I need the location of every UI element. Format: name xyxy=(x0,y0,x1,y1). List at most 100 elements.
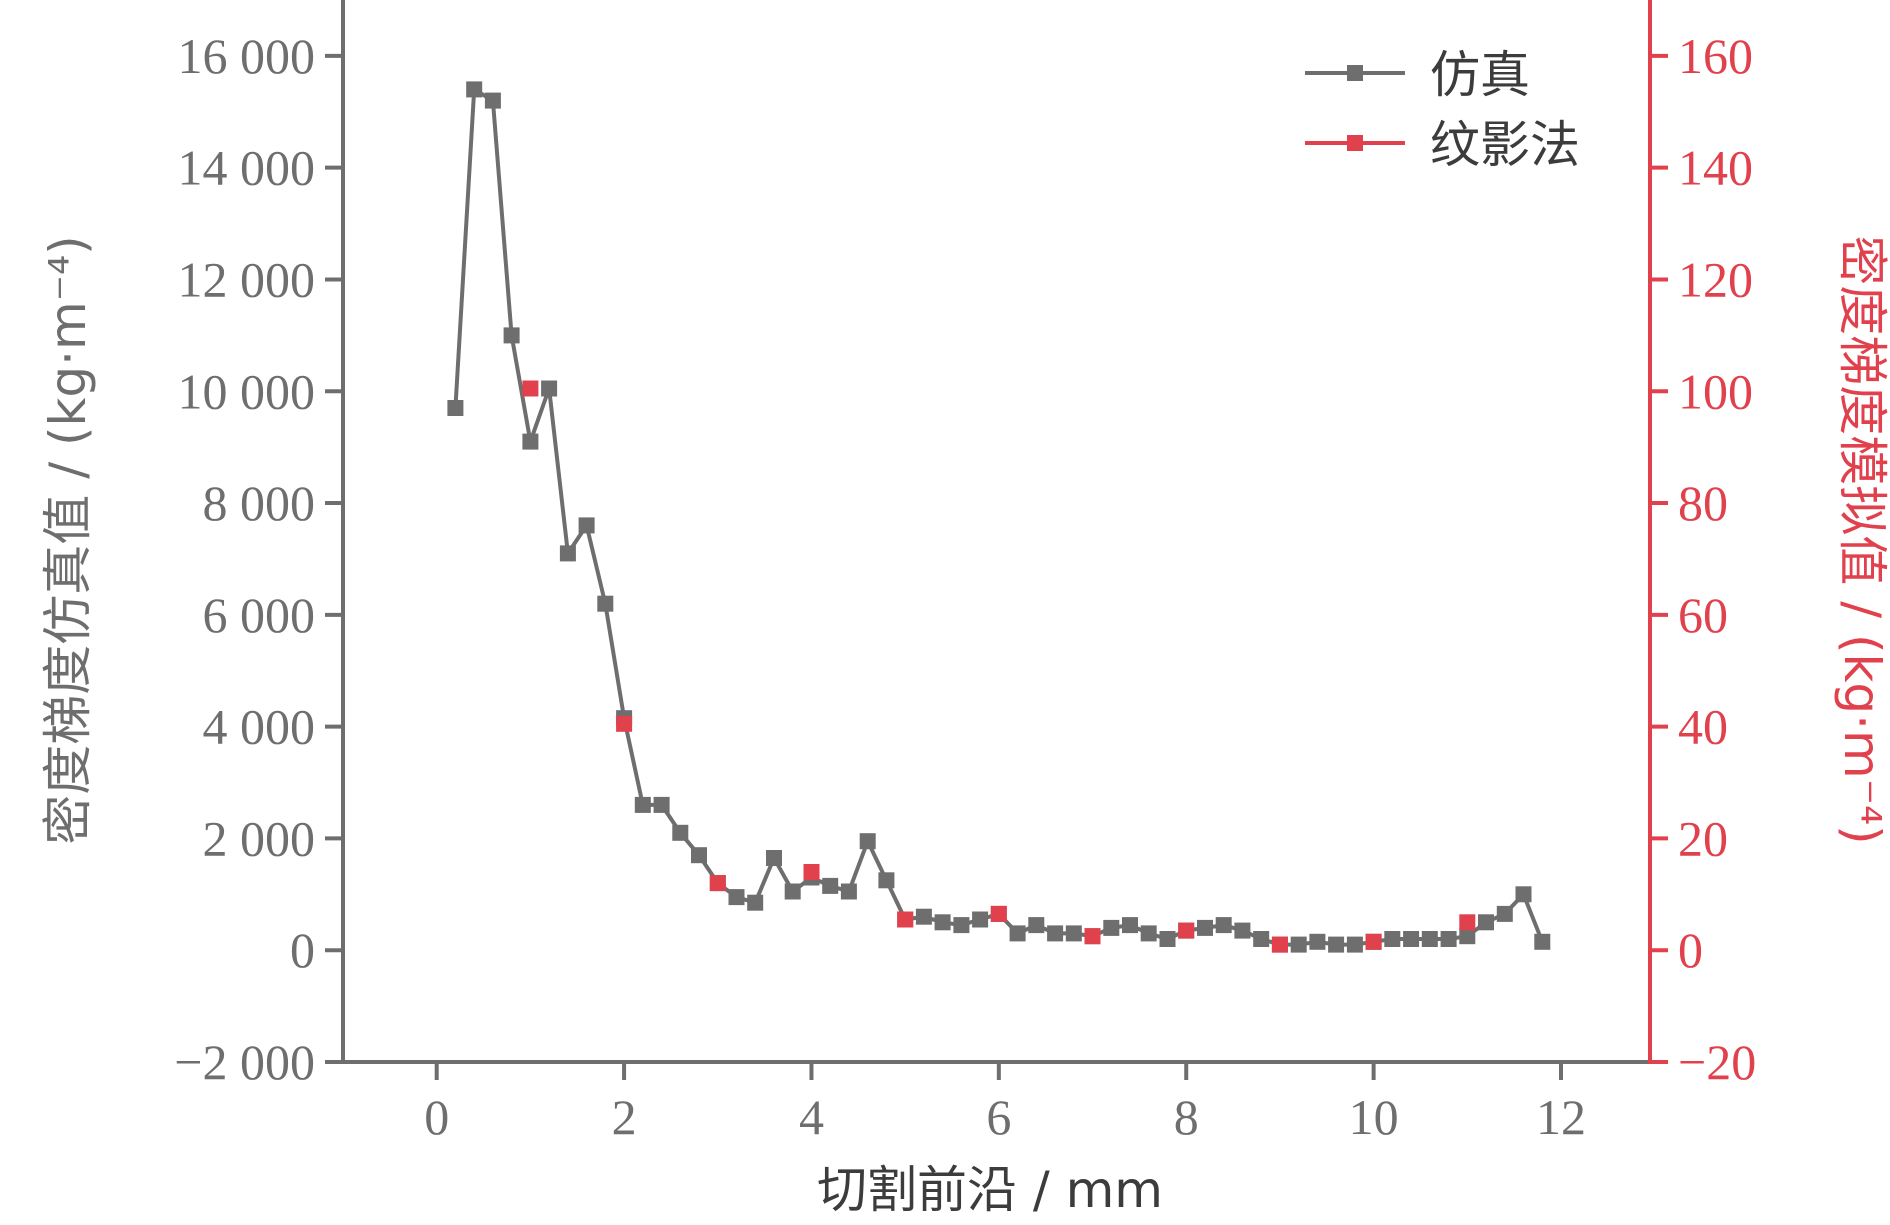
legend-marker-simulation xyxy=(1347,65,1363,81)
data-point xyxy=(1028,917,1045,934)
legend: 仿真 纹影法 xyxy=(1305,46,1580,174)
data-point xyxy=(1309,933,1326,950)
series-layer xyxy=(447,81,1551,953)
data-point xyxy=(541,380,558,397)
series-line xyxy=(453,87,1545,947)
data-point xyxy=(691,847,707,864)
data-point xyxy=(466,81,483,98)
data-point xyxy=(653,796,670,813)
y-right-tick-label: 80 xyxy=(1678,475,1728,531)
data-point xyxy=(840,883,857,900)
data-point xyxy=(1140,925,1157,942)
data-point xyxy=(747,894,764,911)
data-point xyxy=(522,433,539,450)
data-point xyxy=(1122,917,1138,934)
x-tick-label: 8 xyxy=(1174,1089,1199,1145)
data-point xyxy=(915,908,932,925)
data-point xyxy=(1103,919,1120,936)
data-point xyxy=(1253,931,1270,947)
axes-group: 0 2 4 6 8 10 12 −2 000 0 2 000 4 000 6 000 8 000 10 0… xyxy=(174,0,1756,1145)
series-1 xyxy=(522,380,1476,953)
y-left-tick-label: 4 000 xyxy=(203,699,316,755)
data-point xyxy=(1159,931,1176,947)
data-point xyxy=(897,911,914,928)
data-point xyxy=(484,92,501,109)
data-point xyxy=(1459,928,1476,945)
y-left-tick-label: 10 000 xyxy=(178,363,316,419)
data-point xyxy=(859,833,876,850)
data-point xyxy=(1271,936,1288,953)
legend-label-schlieren: 纹影法 xyxy=(1430,116,1580,174)
y-axis-title-right: 密度梯度模拟值 / (kg·m⁻⁴) xyxy=(1833,235,1890,844)
data-point xyxy=(1234,922,1251,939)
data-point xyxy=(522,380,539,397)
x-tick-label: 10 xyxy=(1349,1089,1399,1145)
data-point xyxy=(972,911,989,928)
data-point xyxy=(597,595,614,612)
data-point xyxy=(1047,925,1064,942)
data-point xyxy=(447,400,464,416)
data-point xyxy=(616,715,633,732)
data-point xyxy=(559,545,576,562)
data-point xyxy=(728,889,745,906)
legend-marker-schlieren xyxy=(1347,135,1363,151)
y-left-tick-label: 2 000 xyxy=(203,810,316,866)
data-point xyxy=(709,875,726,892)
data-point xyxy=(822,877,839,894)
y-left-tick-label: 6 000 xyxy=(203,587,316,643)
series-0 xyxy=(447,81,1551,953)
data-point xyxy=(1496,905,1513,922)
y-right-tick-label: 120 xyxy=(1678,251,1753,307)
data-point xyxy=(1534,933,1551,950)
x-axis-title: 切割前沿 / mm xyxy=(817,1161,1163,1219)
data-point xyxy=(1009,925,1026,942)
y-right-tick-label: 60 xyxy=(1678,587,1728,643)
data-point xyxy=(1215,917,1232,934)
data-point xyxy=(1459,914,1476,931)
y-left-tick-label: 8 000 xyxy=(203,475,316,531)
y-right-tick-label: 0 xyxy=(1678,922,1703,978)
data-point xyxy=(1421,931,1438,947)
y-right-tick-label: 100 xyxy=(1678,363,1753,419)
data-point xyxy=(634,796,651,813)
data-point xyxy=(878,872,895,889)
data-point xyxy=(672,824,689,841)
data-point xyxy=(1403,931,1420,947)
y-axis-title-left: 密度梯度仿真值 / (kg·m⁻⁴) xyxy=(39,235,97,844)
data-point xyxy=(953,917,970,934)
data-point xyxy=(1346,936,1363,953)
y-right-tick-label: −20 xyxy=(1678,1034,1756,1090)
data-point xyxy=(1065,925,1082,942)
y-left-tick-label: −2 000 xyxy=(174,1034,315,1090)
data-point xyxy=(784,883,801,900)
data-point xyxy=(1328,936,1345,953)
x-tick-label: 2 xyxy=(612,1089,637,1145)
data-point xyxy=(1440,931,1457,947)
y-left-tick-label: 16 000 xyxy=(178,28,316,84)
data-point xyxy=(766,850,782,866)
data-point xyxy=(934,914,951,931)
data-point xyxy=(1384,931,1401,947)
data-point xyxy=(1178,922,1195,939)
data-point xyxy=(1478,914,1494,931)
data-point xyxy=(990,905,1007,922)
data-point xyxy=(1290,936,1307,953)
y-right-tick-label: 140 xyxy=(1678,140,1753,196)
y-left-tick-label: 12 000 xyxy=(178,251,316,307)
data-point xyxy=(578,517,595,534)
x-tick-label: 12 xyxy=(1536,1089,1586,1145)
y-left-tick-label: 0 xyxy=(290,922,315,978)
data-point xyxy=(1515,886,1532,903)
y-right-tick-label: 40 xyxy=(1678,699,1728,755)
legend-label-simulation: 仿真 xyxy=(1430,46,1530,104)
x-tick-label: 4 xyxy=(799,1089,824,1145)
data-point xyxy=(1084,928,1101,945)
y-right-tick-label: 20 xyxy=(1678,810,1728,866)
x-tick-label: 0 xyxy=(424,1089,449,1145)
x-tick-label: 6 xyxy=(986,1089,1011,1145)
data-point xyxy=(1365,933,1382,950)
y-left-tick-label: 14 000 xyxy=(178,140,316,196)
data-point xyxy=(1197,919,1213,936)
y-right-tick-label: 160 xyxy=(1678,28,1753,84)
